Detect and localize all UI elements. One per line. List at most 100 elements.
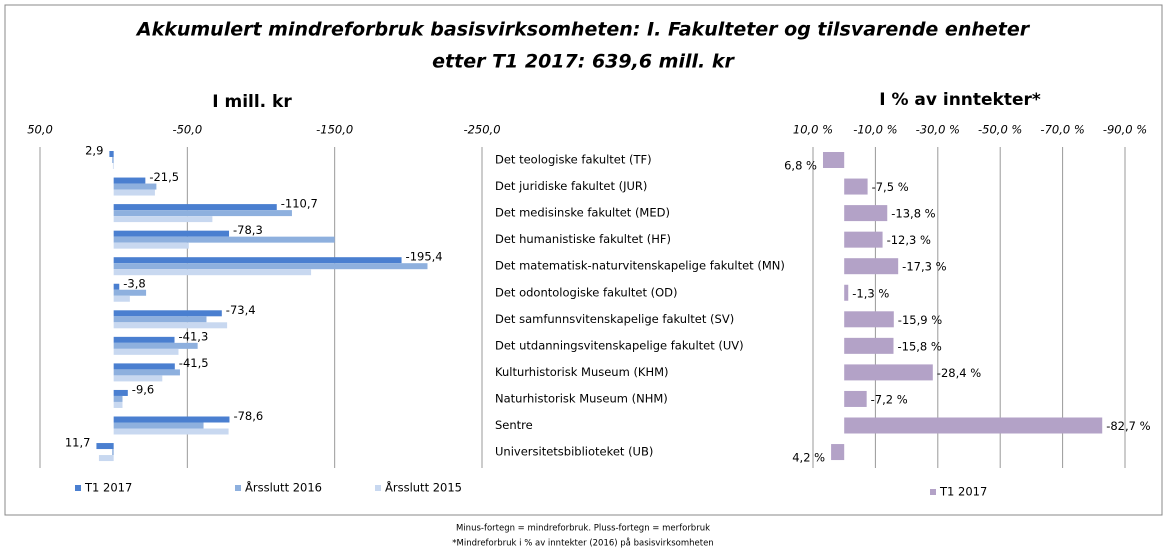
bar	[113, 422, 204, 429]
bar	[844, 231, 883, 248]
bar	[113, 342, 198, 349]
bar	[844, 205, 888, 222]
data-label: -13,8 %	[891, 207, 935, 221]
category-label: Det humanistiske fakultet (HF)	[495, 232, 671, 246]
bar	[96, 443, 114, 450]
bar	[113, 322, 228, 329]
data-label: -41,3	[179, 329, 209, 343]
title-line: Akkumulert mindreforbruk basisvirksomhet…	[135, 19, 1031, 41]
data-label: 4,2 %	[792, 451, 825, 465]
bar	[98, 455, 114, 462]
footnote: Minus-fortegn = mindreforbruk. Pluss-for…	[456, 524, 710, 534]
data-label: -41,5	[179, 356, 209, 370]
bar	[844, 311, 894, 328]
bar	[113, 263, 428, 270]
category-label: Det teologiske fakultet (TF)	[495, 153, 652, 167]
data-label: 6,8 %	[784, 159, 817, 173]
data-label: -15,9 %	[898, 313, 942, 327]
x-tick-label: 50,0	[27, 123, 53, 137]
x-tick-label: -150,0	[316, 123, 353, 137]
legend-swatch	[235, 485, 241, 491]
x-tick-label: 10,0 %	[793, 123, 833, 137]
bar	[113, 336, 175, 343]
bar	[113, 348, 179, 355]
bar	[113, 363, 175, 370]
bar	[844, 390, 867, 407]
data-label: 11,7	[65, 436, 91, 450]
category-label: Det juridiske fakultet (JUR)	[495, 179, 647, 193]
bar	[113, 177, 146, 184]
bar	[113, 210, 292, 217]
data-label: -1,3 %	[852, 286, 889, 300]
bar	[113, 310, 222, 317]
category-label: Det medisinske fakultet (MED)	[495, 206, 670, 220]
footnote: *Mindreforbruk i % av inntekter (2016) p…	[452, 538, 713, 549]
category-label: Naturhistorisk Museum (NHM)	[495, 391, 668, 405]
category-label: Sentre	[495, 418, 533, 432]
category-label: Det odontologiske fakultet (OD)	[495, 285, 678, 299]
data-label: 2,9	[85, 144, 103, 158]
legend-label: Årsslutt 2016	[245, 480, 322, 495]
legend-swatch	[75, 485, 81, 491]
legend-label: T1 2017	[84, 481, 132, 495]
data-label: -7,2 %	[871, 392, 908, 406]
data-label: -195,4	[406, 250, 443, 264]
bar	[844, 178, 868, 195]
data-label: -9,6	[132, 382, 154, 396]
data-label: -17,3 %	[902, 260, 946, 274]
bar	[844, 364, 933, 381]
bar	[113, 401, 123, 408]
x-tick-label: -30,0 %	[916, 123, 960, 137]
bar	[113, 242, 189, 249]
bar	[844, 284, 849, 301]
bar	[844, 337, 894, 354]
data-label: -21,5	[149, 170, 179, 184]
x-tick-label: -10,0 %	[853, 123, 897, 137]
x-tick-label: -50,0	[172, 123, 202, 137]
x-tick-label: -70,0 %	[1040, 123, 1084, 137]
bar	[113, 283, 120, 290]
bar	[113, 189, 155, 196]
bar	[112, 163, 114, 169]
bar	[113, 375, 163, 382]
category-label: Kulturhistorisk Museum (KHM)	[495, 365, 669, 379]
bar	[112, 157, 114, 163]
x-tick-label: -90,0 %	[1103, 123, 1147, 137]
bar	[113, 289, 147, 296]
data-label: -78,3	[233, 223, 263, 237]
data-label: -12,3 %	[887, 233, 931, 247]
legend-label: T1 2017	[939, 485, 987, 499]
bar	[831, 444, 845, 461]
bar	[113, 295, 130, 302]
data-label: -82,7 %	[1106, 419, 1150, 433]
x-tick-label: -50,0 %	[978, 123, 1022, 137]
data-label: -15,8 %	[897, 339, 941, 353]
data-label: -78,6	[233, 409, 263, 423]
bar	[113, 428, 229, 435]
data-label: -3,8	[123, 276, 145, 290]
bar	[113, 216, 213, 223]
bar	[113, 183, 157, 190]
legend-swatch	[375, 485, 381, 491]
bar	[112, 449, 114, 456]
data-label: -28,4 %	[937, 366, 981, 380]
bar	[113, 269, 312, 276]
chart-title: I % av inntekter*	[879, 90, 1041, 110]
category-label: Det matematisk-naturvitenskapelige fakul…	[495, 259, 785, 273]
chart-title: I mill. kr	[212, 92, 292, 112]
data-label: -7,5 %	[872, 180, 909, 194]
bar	[822, 152, 845, 168]
legend-swatch	[930, 489, 936, 495]
bar	[113, 369, 180, 376]
legend-label: Årsslutt 2015	[385, 480, 462, 495]
bar	[844, 258, 899, 275]
frame	[4, 4, 1163, 516]
bar	[113, 395, 123, 402]
bar	[113, 389, 128, 396]
bar	[113, 257, 402, 264]
bar	[113, 204, 277, 211]
bar	[844, 417, 1103, 434]
bar	[113, 316, 207, 323]
bar	[109, 151, 114, 157]
